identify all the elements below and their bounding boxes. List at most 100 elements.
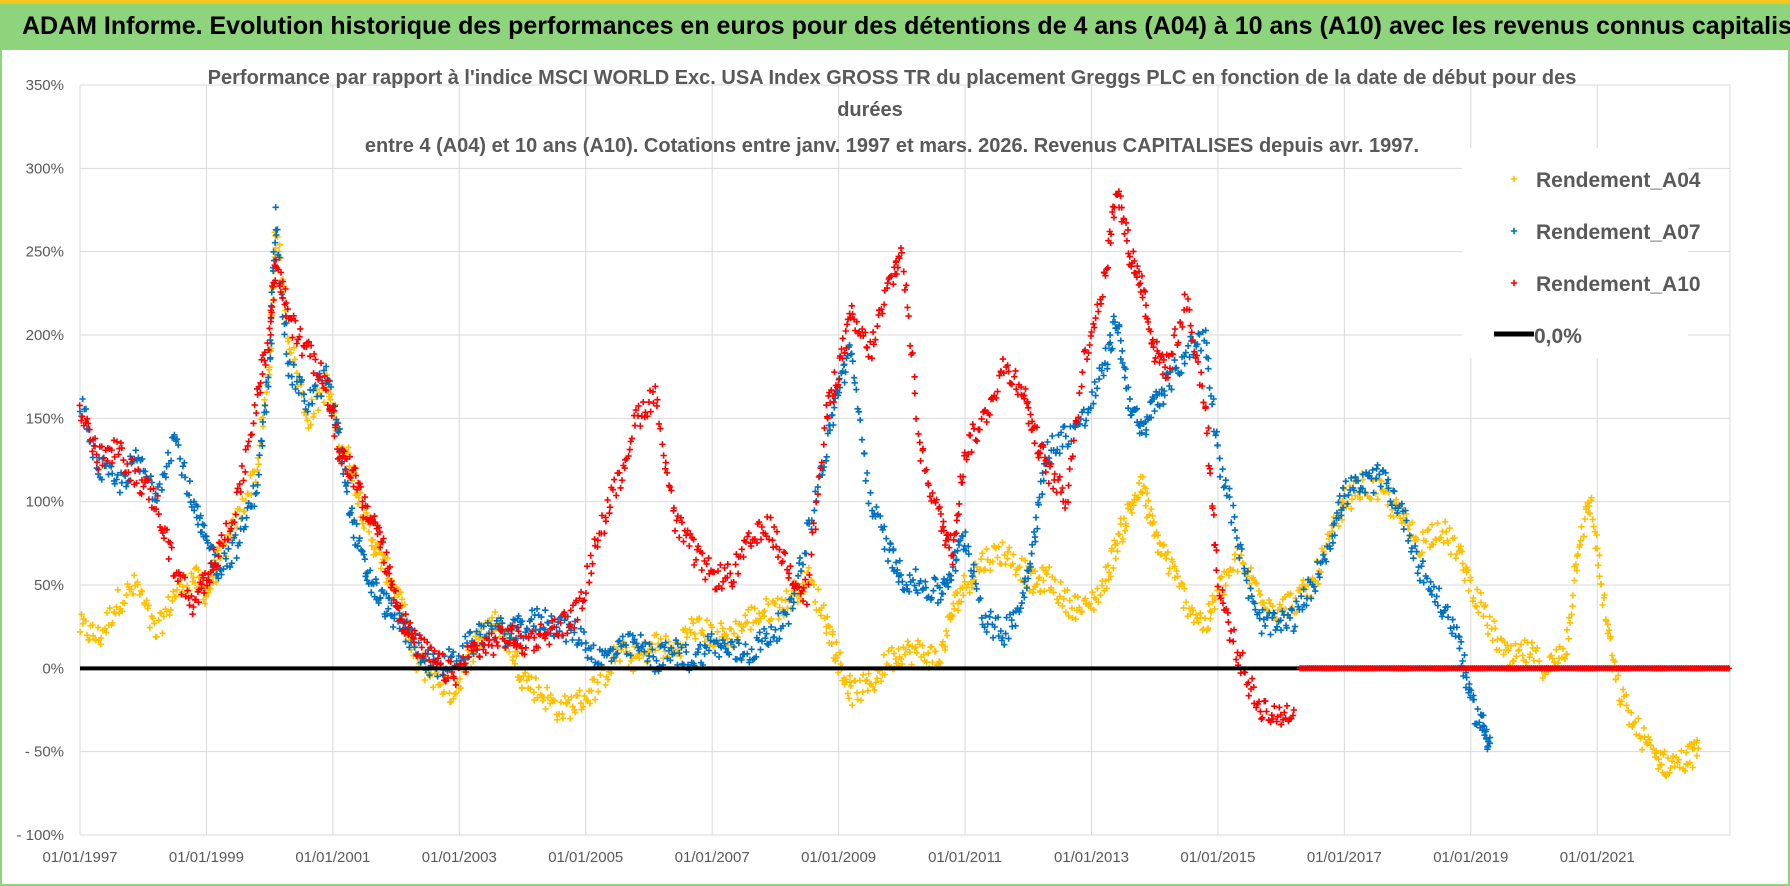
data-point [871,510,878,517]
data-point [118,479,125,486]
data-point [1208,609,1215,616]
data-point [817,465,824,472]
data-point [1437,534,1444,541]
data-point [1676,764,1683,771]
data-point [263,408,270,416]
data-point [197,512,204,519]
data-point [113,476,120,483]
data-point [951,605,958,613]
y-tick-label: 350% [26,77,64,94]
data-point [871,686,878,694]
data-point [857,416,864,424]
data-point [129,590,137,598]
data-point [1453,624,1460,631]
data-point [1054,446,1061,453]
data-point [1252,606,1259,613]
data-point [1480,712,1487,719]
data-point [239,495,246,503]
data-point [1044,438,1051,446]
data-point [828,640,835,647]
data-point [580,628,588,636]
data-point [1253,580,1260,587]
data-point [986,613,993,621]
data-point [642,639,649,646]
data-point [973,585,980,593]
data-point [1090,400,1097,407]
data-point [1565,635,1572,642]
data-point [353,520,360,528]
data-point [968,448,975,456]
data-point [136,591,143,598]
data-point [292,317,299,324]
data-point [594,543,601,551]
data-point [1331,532,1338,539]
data-point [123,483,130,490]
data-point [662,639,669,646]
data-point [1291,623,1299,630]
data-point [1023,584,1031,592]
data-point [637,631,644,639]
data-point [148,479,156,486]
data-point [1074,593,1081,601]
data-point [1097,591,1104,599]
data-point [179,463,187,470]
data-point [792,580,799,587]
data-point [705,647,713,654]
data-point [1576,541,1584,548]
data-point [442,678,449,685]
data-point [783,587,790,595]
data-point [1221,483,1229,490]
data-point [1427,587,1434,594]
data-point [1489,637,1496,644]
data-point [1474,705,1481,713]
data-point [369,536,376,544]
data-point [1352,492,1359,499]
data-point [488,614,496,621]
data-point [1002,560,1009,568]
data-point [206,579,213,586]
data-point [881,671,888,678]
data-point [1414,536,1421,543]
data-point [336,454,343,462]
data-point [1618,698,1625,705]
data-point [402,638,409,645]
data-point [528,673,535,681]
data-point [1107,573,1114,580]
data-point [969,572,976,580]
data-point [564,630,571,637]
data-point [1666,769,1673,776]
x-tick-label: 01/01/2017 [1307,849,1382,866]
data-point [1286,614,1294,622]
data-point [201,522,208,529]
data-point [1456,645,1463,652]
data-point [106,604,113,612]
data-point [1577,537,1584,544]
data-point [1135,268,1143,275]
x-tick-label: 01/01/2015 [1180,849,1255,866]
data-point [734,636,741,643]
data-point [1566,619,1574,626]
data-point [830,398,837,406]
data-point [141,601,148,608]
data-point [864,687,871,694]
data-point [841,349,848,357]
data-point [1040,577,1047,584]
data-point [952,567,959,574]
data-point [470,658,477,665]
data-point [541,626,548,633]
data-point [872,679,880,686]
data-point [377,594,384,601]
data-point [295,389,302,397]
data-point [1350,487,1358,494]
data-point [939,590,946,597]
data-point [1110,313,1117,320]
data-point [262,361,269,369]
data-point [537,621,545,628]
data-point [987,567,994,574]
data-point [1510,658,1517,665]
data-point [1290,706,1297,714]
data-point [547,691,554,699]
data-point [726,651,733,658]
data-point [943,579,950,587]
data-point [409,634,416,641]
